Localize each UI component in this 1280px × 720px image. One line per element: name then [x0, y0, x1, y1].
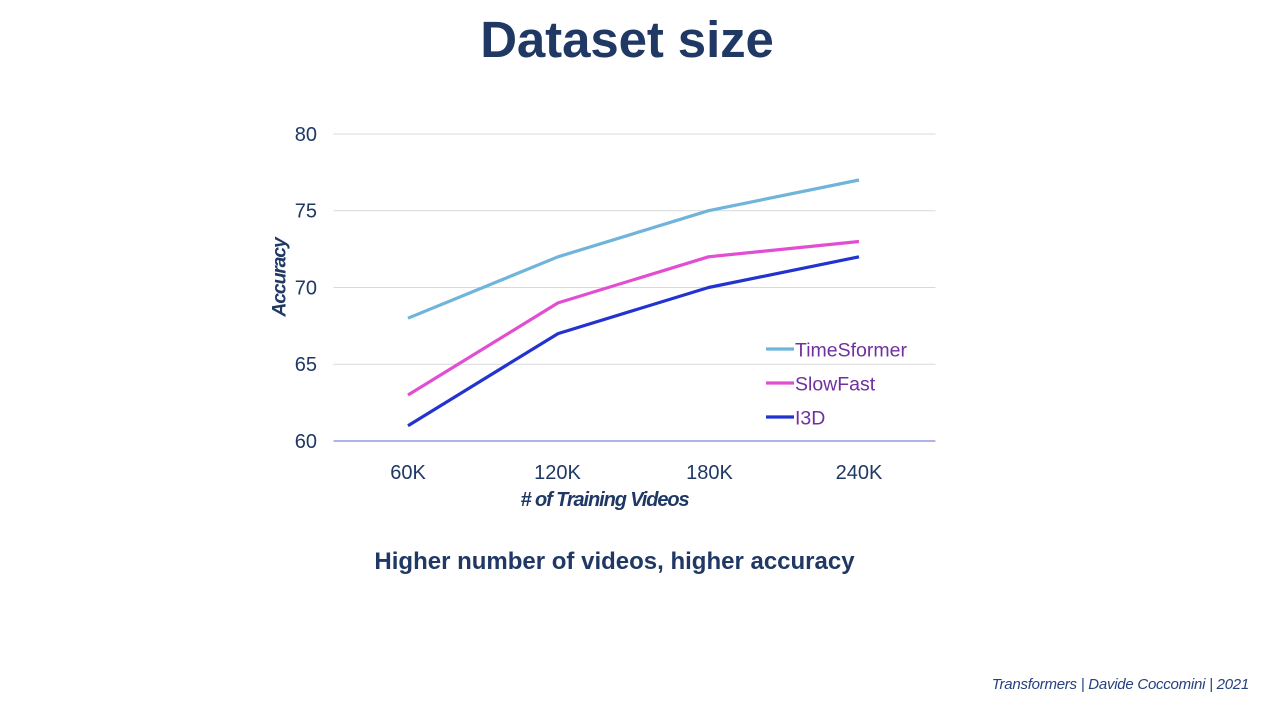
svg-text:75: 75: [295, 201, 317, 223]
svg-text:Accuracy: Accuracy: [269, 236, 291, 318]
svg-text:TimeSformer: TimeSformer: [795, 340, 907, 362]
svg-text:I3D: I3D: [795, 408, 825, 430]
svg-text:240K: 240K: [836, 462, 883, 484]
svg-text:80: 80: [295, 124, 317, 146]
svg-text:65: 65: [295, 354, 317, 376]
svg-text:# of Training Videos: # of Training Videos: [520, 489, 689, 511]
svg-text:60K: 60K: [390, 462, 426, 484]
svg-text:180K: 180K: [686, 462, 733, 484]
svg-text:SlowFast: SlowFast: [795, 374, 876, 396]
svg-text:120K: 120K: [534, 462, 581, 484]
svg-text:70: 70: [295, 278, 317, 300]
svg-text:60: 60: [295, 431, 317, 453]
